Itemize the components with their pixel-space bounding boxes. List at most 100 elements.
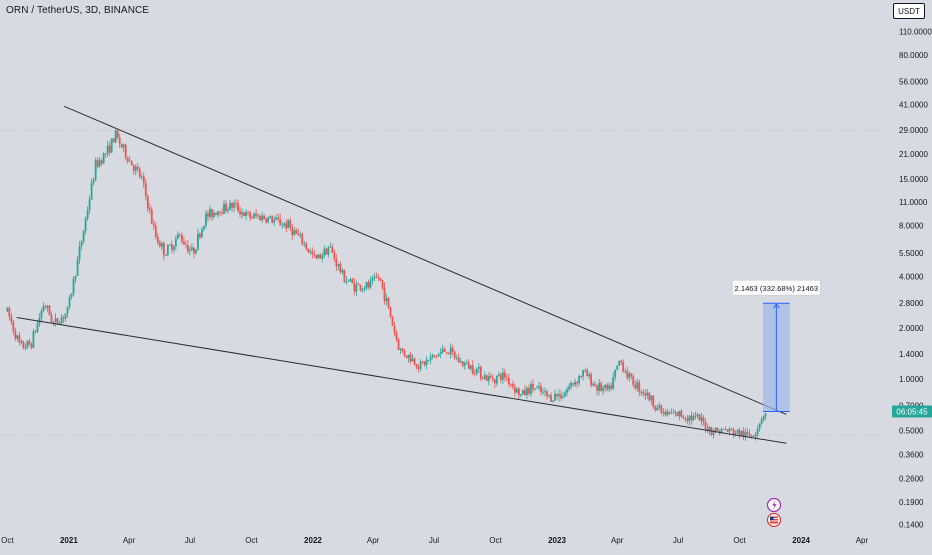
time-tick-label-1: 2021 — [60, 536, 78, 545]
candle-body-36 — [78, 246, 81, 260]
candle-body-291 — [590, 374, 593, 386]
candle-body-258 — [524, 389, 526, 395]
price-tick-label-4: 29.0000 — [899, 126, 928, 135]
candle-body-233 — [473, 373, 476, 375]
candle-body-231 — [469, 365, 472, 369]
candle-body-215 — [437, 353, 440, 357]
measure-tool[interactable]: 2.1463 (332.68%) 21463 — [732, 279, 821, 413]
candle-body-150 — [307, 248, 310, 252]
candle-body-134 — [275, 217, 278, 220]
candle-body-165 — [337, 264, 340, 267]
price-tick-label-8: 8.0000 — [899, 221, 924, 230]
candle-body-32 — [70, 293, 73, 298]
candle-body-11 — [28, 340, 31, 345]
candle-body-325 — [658, 405, 661, 408]
candle-body-120 — [247, 212, 249, 213]
candle-body-238 — [483, 375, 486, 379]
candle-body-276 — [560, 394, 562, 399]
candle-body-145 — [297, 233, 300, 235]
candle-body-343 — [694, 415, 697, 417]
candle-body-287 — [582, 370, 584, 377]
lightning-glyph — [772, 500, 777, 510]
candle-body-31 — [68, 297, 71, 307]
candle-body-221 — [449, 347, 452, 355]
candle-body-16 — [38, 317, 41, 324]
candle-body-99 — [205, 213, 207, 226]
candle-body-318 — [644, 393, 647, 396]
candle-body-62 — [130, 160, 133, 166]
candle-body-174 — [355, 284, 358, 292]
candle-body-171 — [349, 279, 352, 282]
price-tick-label-6: 15.0000 — [899, 175, 928, 184]
candle-body-330 — [668, 411, 671, 414]
candle-body-108 — [223, 203, 225, 214]
candle-body-281 — [570, 383, 572, 387]
candle-body-14 — [34, 331, 37, 333]
candle-body-217 — [441, 348, 444, 353]
candle-body-146 — [299, 234, 302, 235]
candle-body-49 — [104, 153, 107, 155]
candle-body-163 — [333, 252, 336, 259]
candle-body-119 — [245, 212, 247, 216]
candle-body-130 — [267, 217, 270, 223]
candle-body-210 — [427, 359, 430, 361]
candle-body-354 — [716, 427, 719, 431]
candle-body-107 — [221, 212, 223, 214]
candle-body-59 — [124, 144, 127, 158]
candles — [6, 129, 767, 441]
candle-body-267 — [542, 391, 544, 393]
candle-body-224 — [455, 357, 458, 359]
flag-stripes — [770, 516, 778, 524]
candle-body-3 — [12, 322, 15, 332]
candle-body-188 — [383, 287, 386, 302]
candle-body-274 — [556, 393, 558, 397]
candle-body-253 — [513, 386, 516, 393]
candle-body-68 — [142, 176, 145, 183]
candle-body-374 — [756, 429, 759, 435]
candle-body-48 — [102, 153, 105, 164]
candle-body-124 — [255, 213, 258, 217]
candle-body-21 — [48, 305, 51, 316]
currency-selector[interactable]: USDT — [893, 3, 925, 19]
candle-body-229 — [465, 362, 468, 364]
candle-body-376 — [760, 419, 763, 424]
candle-body-122 — [251, 217, 253, 219]
candle-body-348 — [704, 421, 707, 429]
candle-body-7 — [20, 341, 23, 343]
candle-body-91 — [189, 250, 191, 252]
candle-body-8 — [22, 341, 25, 348]
time-tick-label-3: Jul — [185, 536, 195, 545]
flag-canton — [770, 516, 774, 521]
candle-body-137 — [281, 224, 284, 226]
candle-body-203 — [413, 358, 416, 365]
candle-body-19 — [44, 306, 47, 308]
time-tick-label-0: Oct — [1, 536, 14, 545]
symbol-title: ORN / TetherUS, 3D, BINANCE — [6, 5, 150, 16]
candle-body-263 — [534, 388, 536, 390]
candle-body-357 — [722, 428, 725, 430]
candle-body-170 — [347, 281, 350, 282]
candle-body-38 — [82, 231, 85, 242]
time-tick-label-10: Apr — [611, 536, 624, 545]
candle-body-366 — [740, 430, 743, 437]
candle-body-70 — [146, 195, 149, 209]
candle-body-364 — [736, 430, 739, 434]
price-tick-label-13: 1.4000 — [899, 350, 924, 359]
price-tick-label-16: 0.5000 — [899, 426, 924, 435]
candle-body-279 — [566, 389, 568, 393]
candle-body-247 — [501, 372, 504, 380]
trendlines[interactable] — [16, 105, 787, 444]
candle-body-377 — [762, 416, 765, 420]
candle-body-216 — [439, 352, 442, 354]
candle-body-104 — [215, 212, 217, 215]
measure-arrow-head — [772, 303, 780, 309]
candle-body-190 — [387, 298, 390, 307]
candle-body-241 — [489, 376, 492, 378]
candle-body-149 — [305, 243, 308, 249]
candle-body-214 — [435, 356, 438, 357]
candle-body-111 — [229, 202, 231, 210]
event-icons[interactable] — [766, 497, 782, 528]
candle-body-78 — [162, 243, 165, 256]
time-axis[interactable]: Oct 2021 Apr Jul Oct 2022 Apr Jul Oct 2023 Apr Jul O… — [1, 536, 868, 545]
